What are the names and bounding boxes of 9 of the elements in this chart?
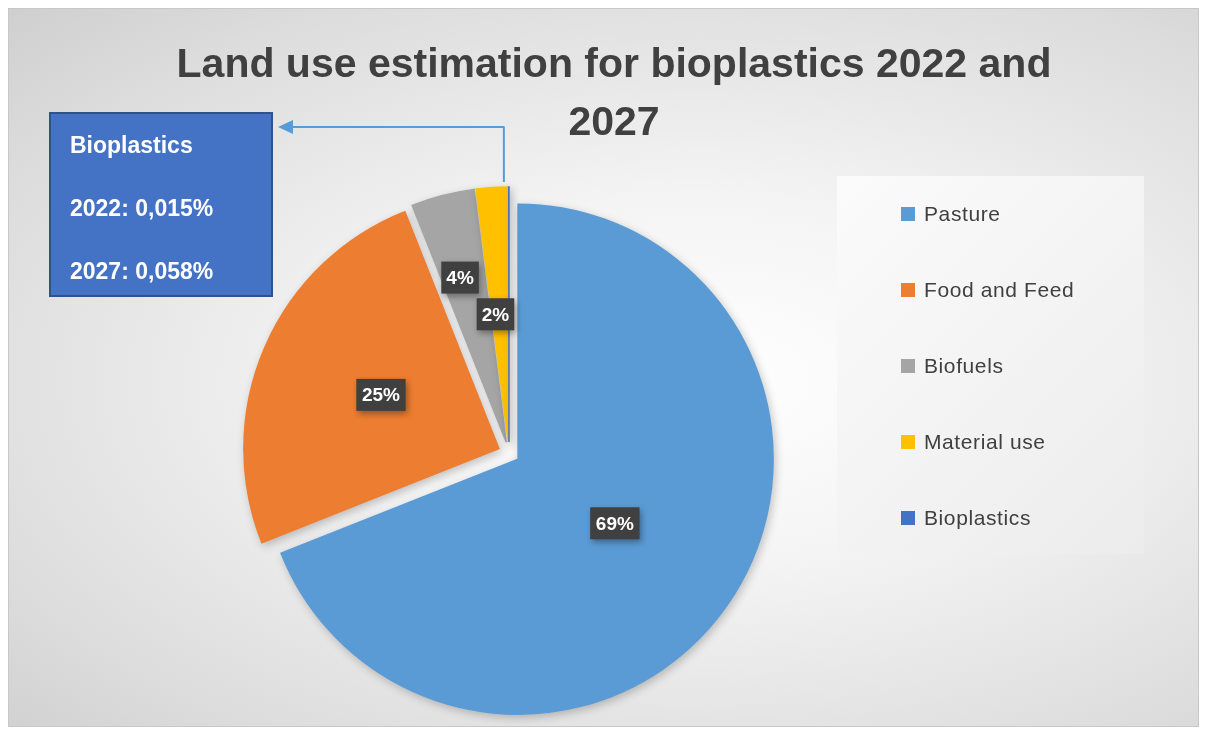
- legend-label: Pasture: [924, 202, 1001, 226]
- legend-label: Food and Feed: [924, 278, 1075, 302]
- legend-label: Biofuels: [924, 354, 1004, 378]
- data-label: 69%: [595, 512, 634, 534]
- data-label: 25%: [361, 384, 401, 406]
- data-label: 2%: [481, 303, 510, 325]
- legend-label: Material use: [924, 430, 1046, 454]
- legend-label: Bioplastics: [924, 506, 1031, 530]
- data-label: 4%: [446, 267, 474, 289]
